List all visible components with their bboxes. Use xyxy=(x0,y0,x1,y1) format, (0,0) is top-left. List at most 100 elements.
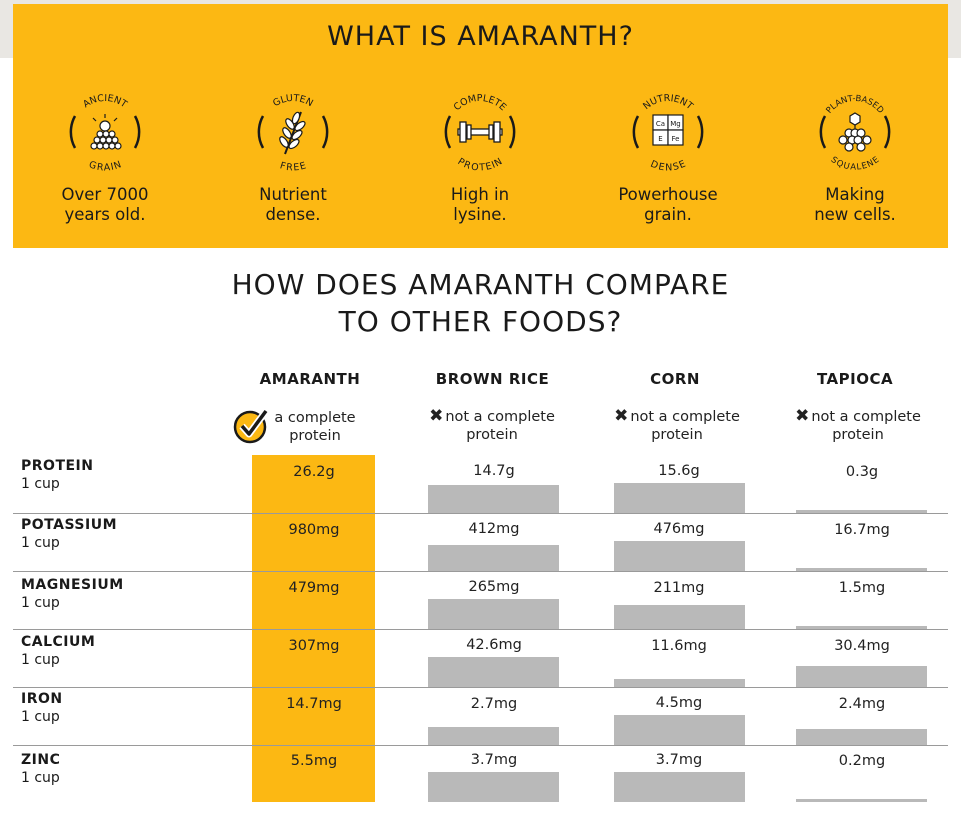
column-header-amaranth: AMARANTH xyxy=(259,370,361,388)
bar-corn xyxy=(614,541,745,571)
badge-bottom-text: FREE xyxy=(279,160,308,173)
status-line: not a complete xyxy=(445,409,555,425)
feature-ancient-grain: ANCIENT GRAIN Over 7000 years old. xyxy=(25,88,185,225)
puzzle-label: Ca xyxy=(656,120,665,128)
row-divider xyxy=(13,745,948,746)
value-amaranth: 980mg xyxy=(288,522,340,538)
check-icon xyxy=(232,405,272,445)
badge-bottom-text: PROTEIN xyxy=(456,156,505,173)
status-line: not a complete xyxy=(811,409,921,425)
nutrient-name: IRON xyxy=(21,691,63,707)
nutrient-name: POTASSIUM xyxy=(21,517,118,533)
complete-protein-badge: COMPLETE PROTEIN xyxy=(436,88,524,176)
value-corn: 3.7mg xyxy=(655,752,703,768)
caption-line: new cells. xyxy=(814,205,896,224)
value-tapioca: 2.4mg xyxy=(838,696,886,712)
row-label-magnesium: MAGNESIUM 1 cup xyxy=(21,576,124,612)
value-tapioca: 0.3g xyxy=(845,464,879,480)
svg-text:COMPLETE: COMPLETE xyxy=(452,93,508,113)
ancient-grain-badge: ANCIENT GRAIN xyxy=(61,88,149,176)
caption-line: dense. xyxy=(265,205,321,224)
bar-tapioca xyxy=(796,799,927,802)
puzzle-icon xyxy=(652,114,684,146)
value-brown-rice: 3.7mg xyxy=(470,752,518,768)
badge-top-text: GLUTEN xyxy=(271,93,315,109)
row-divider xyxy=(13,513,948,514)
nutrient-dense-badge: NUTRIENT DENSE Ca Mg E Fe xyxy=(624,88,712,176)
svg-text:NUTRIENT: NUTRIENT xyxy=(641,93,695,112)
serving-unit: 1 cup xyxy=(21,535,60,551)
status-brown-rice: ✖ not a complete protein xyxy=(412,407,572,444)
caption-line: Making xyxy=(825,185,885,204)
badge-bottom-text: GRAIN xyxy=(87,159,123,173)
row-label-zinc: ZINC 1 cup xyxy=(21,751,60,787)
caption-line: Nutrient xyxy=(259,185,327,204)
value-brown-rice: 265mg xyxy=(468,579,520,595)
value-amaranth: 479mg xyxy=(288,580,340,596)
value-brown-rice: 2.7mg xyxy=(470,696,518,712)
value-amaranth: 307mg xyxy=(288,638,340,654)
serving-unit: 1 cup xyxy=(21,709,60,725)
bar-brown-rice xyxy=(428,599,559,629)
value-brown-rice: 42.6mg xyxy=(466,637,522,653)
x-icon: ✖ xyxy=(795,406,810,426)
svg-text:DENSE: DENSE xyxy=(649,159,688,174)
caption-line: Powerhouse xyxy=(618,185,718,204)
title-line: HOW DOES AMARANTH COMPARE xyxy=(231,268,730,301)
value-amaranth: 5.5mg xyxy=(290,753,338,769)
squalene-badge: PLANT-BASED SQUALENE xyxy=(811,88,899,176)
value-tapioca: 0.2mg xyxy=(838,753,886,769)
row-label-protein: PROTEIN 1 cup xyxy=(21,457,93,493)
bar-brown-rice xyxy=(428,485,559,513)
caption-line: Over 7000 xyxy=(61,185,149,204)
feature-complete-protein: COMPLETE PROTEIN High in lysine. xyxy=(400,88,560,225)
feature-caption: Nutrient dense. xyxy=(213,185,373,225)
serving-unit: 1 cup xyxy=(21,770,60,786)
nutrient-name: ZINC xyxy=(21,752,61,768)
svg-text:PROTEIN: PROTEIN xyxy=(456,156,505,173)
row-label-calcium: CALCIUM 1 cup xyxy=(21,633,95,669)
caption-line: lysine. xyxy=(453,205,507,224)
bar-brown-rice xyxy=(428,657,559,687)
bar-corn xyxy=(614,605,745,629)
value-tapioca: 1.5mg xyxy=(838,580,886,596)
feature-plant-based-squalene: PLANT-BASED SQUALENE Making new cells. xyxy=(775,88,935,225)
feature-caption: Over 7000 years old. xyxy=(25,185,185,225)
gluten-free-badge: GLUTEN FREE xyxy=(249,88,337,176)
what-is-amaranth-banner: WHAT IS AMARANTH? ANCIENT GRAIN xyxy=(13,4,948,248)
bulb-grain-icon xyxy=(90,114,122,150)
caption-line: years old. xyxy=(64,205,146,224)
badge-bottom-text: SQUALENE xyxy=(829,155,882,173)
feature-caption: Making new cells. xyxy=(775,185,935,225)
puzzle-label: Mg xyxy=(670,120,680,128)
bar-corn xyxy=(614,715,745,745)
status-line: protein xyxy=(651,427,703,443)
value-brown-rice: 14.7g xyxy=(473,463,515,479)
bar-tapioca xyxy=(796,626,927,629)
svg-text:FREE: FREE xyxy=(279,160,308,173)
status-line: a complete xyxy=(274,410,356,426)
bar-brown-rice xyxy=(428,772,559,802)
nutrient-name: MAGNESIUM xyxy=(21,577,124,593)
value-tapioca: 16.7mg xyxy=(834,522,890,538)
badge-bottom-text: DENSE xyxy=(649,159,688,174)
badge-top-text: ANCIENT xyxy=(81,93,129,111)
comparison-title: HOW DOES AMARANTH COMPARE TO OTHER FOODS… xyxy=(0,266,961,340)
value-corn: 4.5mg xyxy=(655,695,703,711)
column-header-corn: CORN xyxy=(650,370,700,388)
status-line: protein xyxy=(832,427,884,443)
value-corn: 11.6mg xyxy=(651,638,707,654)
x-icon: ✖ xyxy=(614,406,629,426)
column-header-brown-rice: BROWN RICE xyxy=(435,370,550,388)
feature-nutrient-dense: NUTRIENT DENSE Ca Mg E Fe Powerhouse gra… xyxy=(588,88,748,225)
status-line: protein xyxy=(289,428,341,444)
bar-corn xyxy=(614,483,745,513)
caption-line: grain. xyxy=(644,205,692,224)
svg-text:SQUALENE: SQUALENE xyxy=(829,155,882,173)
feature-caption: Powerhouse grain. xyxy=(588,185,748,225)
caption-line: High in xyxy=(450,185,510,204)
bar-brown-rice xyxy=(428,727,559,745)
bar-tapioca xyxy=(796,729,927,745)
puzzle-label: E xyxy=(658,135,662,143)
title-line: TO OTHER FOODS? xyxy=(338,305,623,338)
